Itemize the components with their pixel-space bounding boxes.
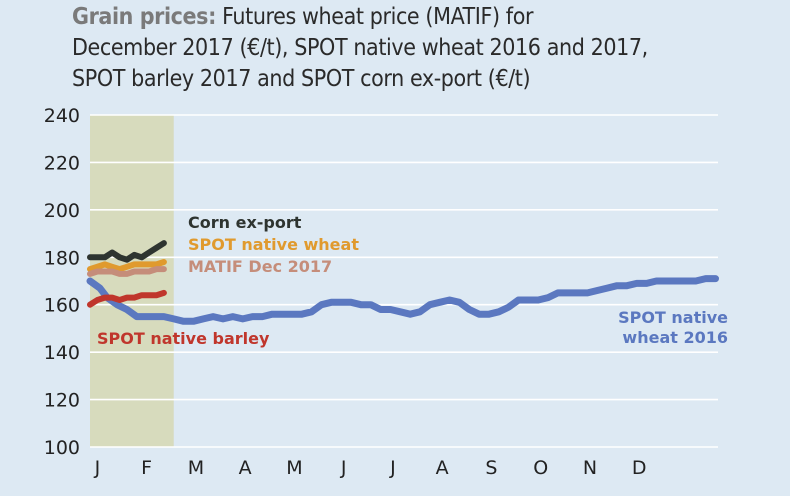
series-line-corn-ex-port — [87, 240, 167, 263]
series-label: MATIF Dec 2017 — [188, 257, 332, 276]
chart-title-line-3: SPOT barley 2017 and SPOT corn ex-port (… — [72, 66, 531, 92]
x-tick-label: A — [239, 457, 252, 479]
series-line-spot-native-barley — [87, 289, 167, 308]
series-label: SPOT native wheat — [188, 235, 359, 254]
chart-title: Grain prices: Futures wheat price (MATIF… — [72, 2, 782, 95]
x-tick-label: J — [389, 457, 396, 479]
y-tick-label: 200 — [44, 200, 80, 222]
x-tick-label: J — [94, 457, 101, 479]
y-axis: 100 120 140 160 180 200 220 240 — [44, 105, 80, 459]
x-tick-label: M — [188, 457, 204, 479]
y-tick-label: 160 — [44, 295, 80, 317]
chart-title-lead: Grain prices: — [72, 4, 216, 30]
x-tick-label: M — [286, 457, 302, 479]
y-tick-label: 180 — [44, 247, 80, 269]
series-label: SPOT native barley — [97, 329, 270, 348]
chart-background — [90, 115, 174, 447]
x-tick-label: F — [141, 457, 152, 479]
gridlines — [90, 114, 718, 448]
series-line-matif-dec-2017 — [87, 266, 167, 277]
y-tick-label: 240 — [44, 105, 80, 127]
y-tick-label: 120 — [44, 390, 80, 412]
y-tick-label: 220 — [44, 152, 80, 174]
highlight-band — [90, 115, 174, 447]
x-tick-label: D — [632, 457, 647, 479]
x-tick-label: S — [485, 457, 497, 479]
chart-title-line-1: Futures wheat price (MATIF) for — [222, 4, 534, 30]
series-line-spot-native-wheat-2016 — [86, 275, 719, 325]
series-line-spot-native-wheat — [87, 259, 167, 273]
series-label: wheat 2016 — [622, 328, 728, 347]
y-tick-label: 100 — [44, 437, 80, 459]
series-label: Corn ex-port — [188, 213, 302, 232]
x-tick-label: N — [583, 457, 597, 479]
x-tick-label: O — [533, 457, 548, 479]
series-label: SPOT native — [618, 308, 728, 327]
x-tick-label: J — [340, 457, 347, 479]
x-tick-label: A — [436, 457, 449, 479]
chart-title-line-2: December 2017 (€/t), SPOT native wheat 2… — [72, 35, 648, 61]
y-tick-label: 140 — [44, 342, 80, 364]
series-lines — [86, 240, 719, 325]
